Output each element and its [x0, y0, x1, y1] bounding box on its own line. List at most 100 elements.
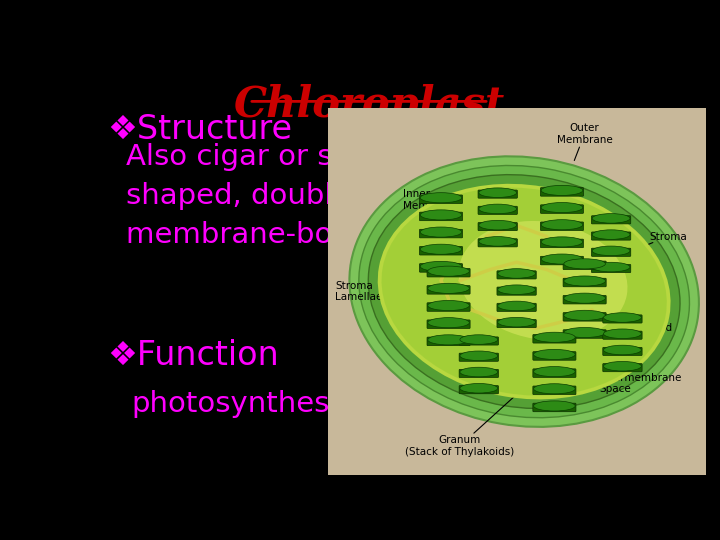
FancyBboxPatch shape: [427, 320, 470, 328]
Ellipse shape: [593, 246, 630, 255]
Ellipse shape: [428, 335, 469, 345]
FancyBboxPatch shape: [427, 303, 470, 311]
Ellipse shape: [541, 254, 582, 264]
FancyBboxPatch shape: [591, 248, 631, 256]
Ellipse shape: [498, 285, 536, 294]
Text: Stroma: Stroma: [625, 232, 687, 254]
Ellipse shape: [564, 293, 606, 303]
Ellipse shape: [603, 361, 642, 371]
FancyBboxPatch shape: [427, 268, 470, 277]
Ellipse shape: [593, 262, 630, 272]
FancyBboxPatch shape: [541, 222, 583, 231]
Ellipse shape: [479, 188, 517, 198]
Ellipse shape: [541, 220, 582, 230]
FancyBboxPatch shape: [533, 334, 576, 343]
FancyBboxPatch shape: [420, 195, 462, 204]
FancyBboxPatch shape: [563, 278, 606, 287]
FancyBboxPatch shape: [497, 303, 536, 312]
Ellipse shape: [420, 244, 462, 254]
Ellipse shape: [603, 329, 642, 339]
Ellipse shape: [428, 318, 469, 328]
Ellipse shape: [460, 383, 498, 393]
FancyBboxPatch shape: [497, 320, 536, 328]
Text: Granum
(Stack of Thylakoids): Granum (Stack of Thylakoids): [405, 396, 515, 457]
Ellipse shape: [564, 276, 606, 286]
Ellipse shape: [420, 210, 462, 220]
FancyBboxPatch shape: [533, 369, 576, 377]
FancyBboxPatch shape: [563, 295, 606, 304]
Ellipse shape: [460, 351, 498, 361]
FancyBboxPatch shape: [591, 265, 631, 273]
Ellipse shape: [428, 300, 469, 310]
Ellipse shape: [498, 269, 536, 278]
Ellipse shape: [498, 301, 536, 310]
Ellipse shape: [428, 284, 469, 293]
Ellipse shape: [541, 202, 582, 213]
Ellipse shape: [541, 185, 582, 195]
Ellipse shape: [534, 332, 575, 342]
Ellipse shape: [603, 313, 642, 322]
Ellipse shape: [479, 237, 517, 246]
Ellipse shape: [420, 193, 462, 203]
Text: photosynthesis: photosynthesis: [132, 390, 354, 417]
Text: Stroma
Lamellae: Stroma Lamellae: [336, 278, 431, 302]
FancyBboxPatch shape: [420, 246, 462, 255]
FancyBboxPatch shape: [603, 315, 642, 323]
FancyBboxPatch shape: [459, 369, 498, 377]
Ellipse shape: [564, 259, 606, 269]
FancyBboxPatch shape: [478, 222, 518, 231]
FancyBboxPatch shape: [603, 347, 642, 355]
FancyBboxPatch shape: [478, 239, 518, 247]
FancyBboxPatch shape: [541, 205, 583, 213]
Text: Also cigar or spindle
shaped, double
membrane-bound, green: Also cigar or spindle shaped, double mem…: [126, 143, 491, 249]
FancyBboxPatch shape: [563, 261, 606, 269]
Ellipse shape: [369, 174, 680, 409]
FancyBboxPatch shape: [459, 386, 498, 394]
Ellipse shape: [593, 214, 630, 223]
Text: Outer
Membrane: Outer Membrane: [557, 123, 613, 160]
FancyBboxPatch shape: [427, 286, 470, 294]
Text: Inner
Membrane: Inner Membrane: [403, 189, 459, 220]
FancyBboxPatch shape: [328, 108, 706, 475]
FancyBboxPatch shape: [533, 386, 576, 395]
Ellipse shape: [534, 367, 575, 377]
Text: ❖Function: ❖Function: [107, 339, 279, 373]
FancyBboxPatch shape: [497, 287, 536, 295]
Ellipse shape: [541, 237, 582, 247]
Ellipse shape: [479, 204, 517, 214]
FancyBboxPatch shape: [533, 352, 576, 360]
Ellipse shape: [564, 327, 606, 338]
Ellipse shape: [479, 220, 517, 230]
FancyBboxPatch shape: [563, 313, 606, 321]
Ellipse shape: [349, 156, 699, 427]
Ellipse shape: [359, 165, 690, 418]
FancyBboxPatch shape: [497, 271, 536, 279]
FancyBboxPatch shape: [459, 353, 498, 361]
FancyBboxPatch shape: [427, 337, 470, 346]
FancyBboxPatch shape: [420, 264, 462, 272]
Text: Intermembrane
Space: Intermembrane Space: [588, 359, 681, 394]
FancyBboxPatch shape: [420, 230, 462, 238]
Ellipse shape: [534, 349, 575, 360]
Ellipse shape: [593, 230, 630, 239]
Ellipse shape: [534, 384, 575, 394]
FancyBboxPatch shape: [541, 239, 583, 248]
Ellipse shape: [534, 401, 575, 411]
FancyBboxPatch shape: [603, 331, 642, 339]
FancyBboxPatch shape: [591, 216, 631, 224]
FancyBboxPatch shape: [541, 187, 583, 196]
Text: ❖Structure: ❖Structure: [107, 113, 292, 146]
Ellipse shape: [382, 187, 667, 396]
FancyBboxPatch shape: [420, 212, 462, 221]
FancyBboxPatch shape: [533, 403, 576, 411]
Ellipse shape: [428, 266, 469, 276]
FancyBboxPatch shape: [541, 256, 583, 265]
Ellipse shape: [498, 318, 536, 327]
Ellipse shape: [460, 335, 498, 345]
FancyBboxPatch shape: [478, 190, 518, 198]
Ellipse shape: [460, 367, 498, 377]
FancyBboxPatch shape: [603, 363, 642, 372]
Ellipse shape: [420, 261, 462, 272]
Text: Chloroplast: Chloroplast: [233, 84, 505, 125]
FancyBboxPatch shape: [459, 337, 498, 345]
